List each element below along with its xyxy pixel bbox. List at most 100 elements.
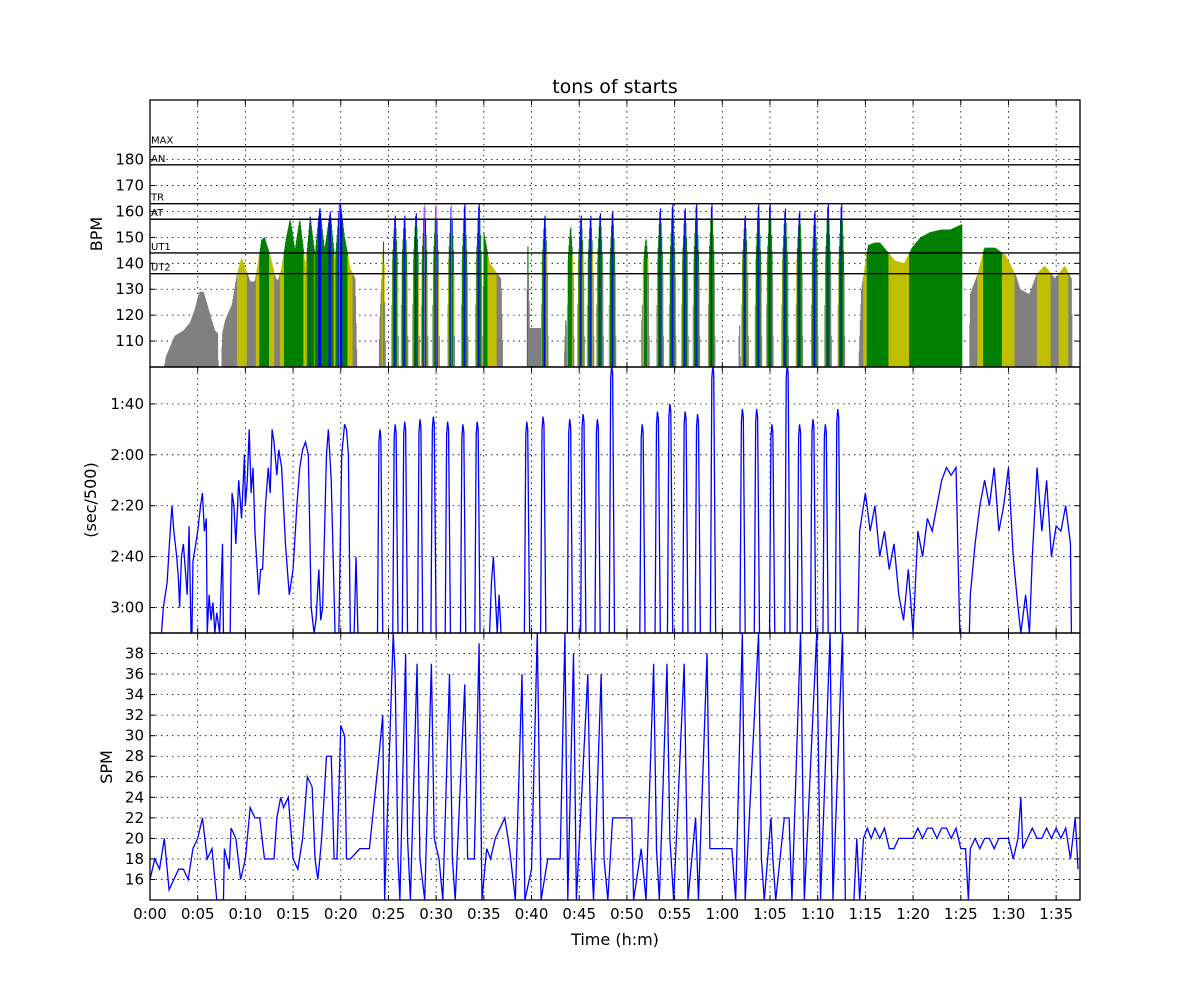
pace-series xyxy=(594,419,601,633)
hr-bar xyxy=(961,224,963,367)
hr-bar xyxy=(547,335,549,367)
y-tick-label: 140 xyxy=(115,254,144,272)
hr-bar xyxy=(583,273,585,367)
zone-label: UT1 xyxy=(151,242,171,253)
hr-bar xyxy=(466,273,468,367)
panel-frame xyxy=(149,632,1081,901)
hr-bar xyxy=(572,273,574,367)
hr-bar xyxy=(593,335,595,367)
y-tick-label: 20 xyxy=(125,829,144,847)
hr-bar xyxy=(675,335,677,367)
pace-series xyxy=(160,424,359,633)
hr-bar xyxy=(687,273,689,367)
spm-series xyxy=(150,633,1079,900)
hr-bar xyxy=(583,335,585,367)
pace-line xyxy=(160,367,1073,633)
x-axis-label: Time (h:m) xyxy=(570,930,659,949)
hr-bar xyxy=(714,335,716,367)
hr-bar xyxy=(802,335,804,367)
hr-bar xyxy=(761,335,763,367)
y-tick-label: 16 xyxy=(125,870,144,888)
hr-bar xyxy=(592,273,594,367)
hr-bar xyxy=(406,273,408,367)
pace-series xyxy=(401,421,409,633)
pace-series xyxy=(608,367,616,633)
hr-bar xyxy=(817,335,819,367)
pace-series xyxy=(580,414,587,633)
hr-bar xyxy=(438,273,440,367)
pace-series xyxy=(488,556,502,633)
hr-bar xyxy=(217,360,219,367)
hr-bar xyxy=(216,333,219,367)
x-tick-label: 0:25 xyxy=(372,905,406,923)
hr-bar xyxy=(384,341,386,367)
pace-series xyxy=(666,403,674,633)
hr-bar xyxy=(648,335,650,367)
pace-series xyxy=(857,465,961,633)
hr-bar xyxy=(698,273,700,367)
hr-bar xyxy=(674,273,676,367)
hr-bar xyxy=(772,335,774,367)
hr-bar xyxy=(426,273,428,367)
y-tick-label: 2:40 xyxy=(110,548,144,566)
x-tick-label: 0:05 xyxy=(181,905,215,923)
y-tick-label: 1:40 xyxy=(110,395,144,413)
hr-bar xyxy=(699,335,701,367)
x-axis: 0:00 0:05 0:10 0:15 0:20 0:25 0:30 0:35 0:40 0:45… xyxy=(133,905,1073,923)
hr-bar xyxy=(687,335,689,367)
y-tick-label: 170 xyxy=(115,177,144,195)
x-tick-label: 1:15 xyxy=(849,905,883,923)
pace-series xyxy=(654,411,661,633)
hr-bar xyxy=(384,302,386,367)
pace-series xyxy=(459,424,467,633)
hr-bar xyxy=(843,273,845,367)
y-tick-label: 28 xyxy=(125,747,144,765)
spm-panel: 16 18 20 22 24 26 28 30 32 34 36 38 xyxy=(125,632,1081,901)
hr-panel: 110 120 130 140 150 160 170 180 MAX AN TR AT UT1 UT2 xyxy=(115,99,1081,368)
hr-bar xyxy=(844,335,846,367)
y-tick-label: 2:20 xyxy=(110,497,144,515)
y-tick-label: 18 xyxy=(125,850,144,868)
hr-area xyxy=(164,200,1073,367)
hr-bar xyxy=(438,335,440,367)
hr-bar xyxy=(747,335,749,367)
hr-bar xyxy=(501,314,503,367)
x-tick-label: 0:15 xyxy=(276,905,310,923)
hr-bar xyxy=(453,335,456,367)
hr-bar xyxy=(427,335,429,367)
x-tick-label: 1:20 xyxy=(896,905,930,923)
x-tick-label: 0:45 xyxy=(562,905,596,923)
x-tick-label: 1:00 xyxy=(705,905,739,923)
y-tick-label: 160 xyxy=(115,202,144,220)
pace-series xyxy=(768,424,776,633)
pace-series xyxy=(753,408,761,633)
x-tick-label: 0:35 xyxy=(467,905,501,923)
hr-bar xyxy=(787,335,789,367)
y-tick-label: 130 xyxy=(115,280,144,298)
x-tick-label: 1:05 xyxy=(753,905,787,923)
hr-bar xyxy=(713,273,715,367)
y-tick-label: 34 xyxy=(125,686,144,704)
y-tick-label: 180 xyxy=(115,151,144,169)
pace-series xyxy=(392,424,399,633)
y-tick-label: 3:00 xyxy=(110,599,144,617)
hr-bar xyxy=(467,335,469,367)
pace-series xyxy=(639,424,646,633)
chart-title: tons of starts xyxy=(552,76,678,98)
y-tick-label: 150 xyxy=(115,228,144,246)
y-tick-label: 22 xyxy=(125,809,144,827)
hr-bar xyxy=(481,335,483,367)
x-tick-label: 0:30 xyxy=(419,905,453,923)
hr-bar xyxy=(771,273,774,367)
pace-series xyxy=(430,416,437,633)
y-tick-label: 38 xyxy=(125,645,144,663)
y-tick-label: 26 xyxy=(125,768,144,786)
y-tick-label: 24 xyxy=(125,788,144,806)
hr-bar xyxy=(546,273,548,367)
pace-series xyxy=(682,411,689,633)
pace-y-axis-label: (sec/500) xyxy=(81,462,100,537)
hr-bar xyxy=(830,335,832,367)
hr-bar xyxy=(615,335,617,367)
hr-bar xyxy=(1071,314,1073,367)
